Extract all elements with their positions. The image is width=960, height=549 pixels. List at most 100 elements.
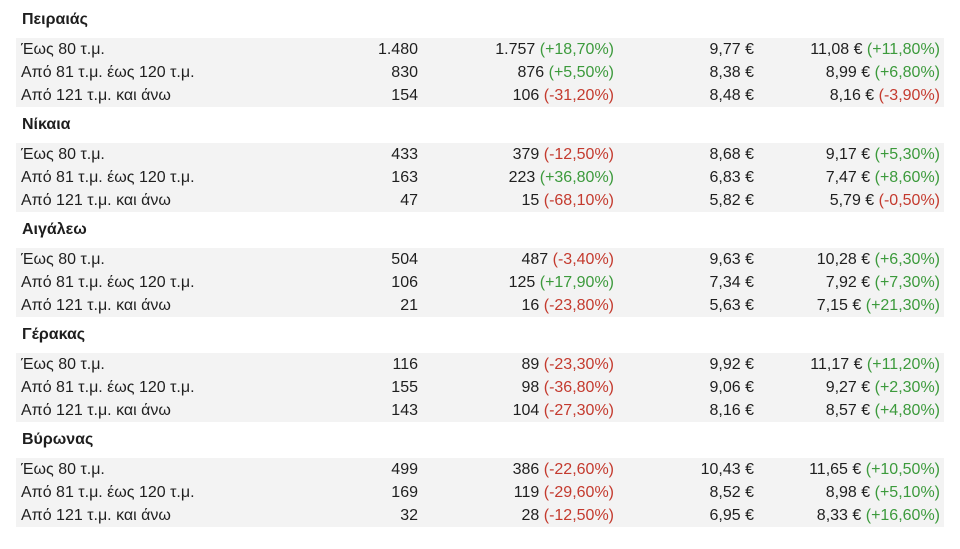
change-badge: (+5,50%) xyxy=(548,64,614,81)
area-group-gerakas: Γέρακας Έως 80 τ.μ. 116 89 (-23,30%) 9,9… xyxy=(0,317,960,422)
count-change-cell: 1.757 (+18,70%) xyxy=(495,38,614,61)
size-label: Έως 80 τ.μ. xyxy=(21,41,105,58)
change-badge: (-23,30%) xyxy=(543,356,614,373)
count-value: 32 xyxy=(400,507,418,524)
change-badge: (+11,20%) xyxy=(866,356,940,373)
table-row: Από 81 τ.μ. έως 120 τ.μ. 155 98 (-36,80%… xyxy=(16,376,944,399)
count-change-cell: 876 (+5,50%) xyxy=(517,61,614,84)
change-badge: (+16,60%) xyxy=(865,507,940,524)
area-group-nikaia: Νίκαια Έως 80 τ.μ. 433 379 (-12,50%) 8,6… xyxy=(0,107,960,212)
count-change-cell: 379 (-12,50%) xyxy=(513,143,614,166)
change-badge: (-27,30%) xyxy=(543,402,614,419)
size-label: Έως 80 τ.μ. xyxy=(21,251,105,268)
table-row: Από 81 τ.μ. έως 120 τ.μ. 106 125 (+17,90… xyxy=(16,271,944,294)
count-value: 876 xyxy=(517,64,545,81)
price-value: 6,83 € xyxy=(709,169,754,186)
count-value: 499 xyxy=(391,461,418,478)
price-change-cell: 9,27 € (+2,30%) xyxy=(826,376,940,399)
price-value: 8,99 € xyxy=(825,64,871,81)
size-label: Από 81 τ.μ. έως 120 τ.μ. xyxy=(21,274,195,291)
price-change-cell: 7,15 € (+21,30%) xyxy=(817,294,940,317)
change-badge: (+5,10%) xyxy=(874,484,940,501)
price-value: 7,15 € xyxy=(816,297,862,314)
price-value: 8,16 € xyxy=(709,402,754,419)
price-value: 11,17 € xyxy=(810,356,863,373)
change-badge: (+6,30%) xyxy=(874,251,940,268)
price-value: 9,63 € xyxy=(709,251,754,268)
count-value: 89 xyxy=(521,356,540,373)
area-title: Πειραιάς xyxy=(22,11,88,28)
count-value: 106 xyxy=(391,274,418,291)
count-value: 386 xyxy=(512,461,540,478)
count-change-cell: 106 (-31,20%) xyxy=(513,84,614,107)
price-change-cell: 11,65 € (+10,50%) xyxy=(809,458,940,481)
price-change-cell: 7,92 € (+7,30%) xyxy=(826,271,940,294)
area-title: Αιγάλεω xyxy=(22,221,87,238)
price-value: 8,16 € xyxy=(829,87,875,104)
count-change-cell: 16 (-23,80%) xyxy=(522,294,615,317)
table-row: Από 121 τ.μ. και άνω 154 106 (-31,20%) 8… xyxy=(16,84,944,107)
price-value: 5,82 € xyxy=(709,192,754,209)
price-value: 8,57 € xyxy=(825,402,871,419)
price-value: 11,08 € xyxy=(810,41,863,58)
area-group-aigaleo: Αιγάλεω Έως 80 τ.μ. 504 487 (-3,40%) 9,6… xyxy=(0,212,960,317)
area-title: Γέρακας xyxy=(22,326,86,343)
price-change-cell: 9,17 € (+5,30%) xyxy=(826,143,940,166)
price-change-cell: 8,98 € (+5,10%) xyxy=(826,481,940,504)
size-label: Από 121 τ.μ. και άνω xyxy=(21,402,171,419)
area-title: Βύρωνας xyxy=(22,431,94,448)
table-row: Από 81 τ.μ. έως 120 τ.μ. 169 119 (-29,60… xyxy=(16,481,944,504)
count-value: 830 xyxy=(391,64,418,81)
count-value: 223 xyxy=(508,169,536,186)
count-value: 104 xyxy=(512,402,540,419)
table-row: Από 81 τ.μ. έως 120 τ.μ. 163 223 (+36,80… xyxy=(16,166,944,189)
price-value: 8,48 € xyxy=(709,87,754,104)
price-value: 5,79 € xyxy=(829,192,875,209)
count-change-cell: 89 (-23,30%) xyxy=(522,353,615,376)
price-value: 7,47 € xyxy=(825,169,871,186)
change-badge: (+4,80%) xyxy=(874,402,940,419)
table-row: Έως 80 τ.μ. 116 89 (-23,30%) 9,92 € 11,1… xyxy=(16,353,944,376)
change-badge: (+5,30%) xyxy=(874,146,940,163)
count-value: 28 xyxy=(521,507,540,524)
area-title: Νίκαια xyxy=(22,116,71,133)
price-change-cell: 8,57 € (+4,80%) xyxy=(826,399,940,422)
count-value: 169 xyxy=(391,484,418,501)
change-badge: (+2,30%) xyxy=(874,379,940,396)
size-label: Από 121 τ.μ. και άνω xyxy=(21,87,171,104)
area-group-peiraias: Πειραιάς Έως 80 τ.μ. 1.480 1.757 (+18,70… xyxy=(0,2,960,107)
area-group-vyronas: Βύρωνας Έως 80 τ.μ. 499 386 (-22,60%) 10… xyxy=(0,422,960,527)
price-change-cell: 11,08 € (+11,80%) xyxy=(810,38,940,61)
size-label: Από 121 τ.μ. και άνω xyxy=(21,192,171,209)
change-badge: (-31,20%) xyxy=(543,87,614,104)
count-value: 98 xyxy=(521,379,540,396)
count-value: 125 xyxy=(508,274,536,291)
price-value: 7,34 € xyxy=(709,274,754,291)
price-value: 9,27 € xyxy=(825,379,871,396)
change-badge: (-12,50%) xyxy=(543,146,614,163)
change-badge: (+21,30%) xyxy=(865,297,940,314)
table-row: Από 121 τ.μ. και άνω 21 16 (-23,80%) 5,6… xyxy=(16,294,944,317)
table-row: Έως 80 τ.μ. 499 386 (-22,60%) 10,43 € 11… xyxy=(16,458,944,481)
count-change-cell: 386 (-22,60%) xyxy=(513,458,614,481)
price-change-cell: 8,33 € (+16,60%) xyxy=(817,504,940,527)
count-value: 379 xyxy=(512,146,540,163)
size-label: Από 81 τ.μ. έως 120 τ.μ. xyxy=(21,379,195,396)
size-label: Έως 80 τ.μ. xyxy=(21,461,105,478)
table-row: Από 121 τ.μ. και άνω 32 28 (-12,50%) 6,9… xyxy=(16,504,944,527)
count-change-cell: 15 (-68,10%) xyxy=(522,189,615,212)
change-badge: (-3,40%) xyxy=(552,251,614,268)
change-badge: (+7,30%) xyxy=(874,274,940,291)
price-value: 8,98 € xyxy=(825,484,871,501)
count-change-cell: 487 (-3,40%) xyxy=(521,248,614,271)
count-change-cell: 119 (-29,60%) xyxy=(514,481,614,504)
count-change-cell: 223 (+36,80%) xyxy=(509,166,614,189)
count-value: 119 xyxy=(513,484,540,501)
price-change-cell: 11,17 € (+11,20%) xyxy=(810,353,940,376)
size-label: Έως 80 τ.μ. xyxy=(21,146,105,163)
change-badge: (+11,80%) xyxy=(866,41,940,58)
count-value: 106 xyxy=(512,87,540,104)
price-value: 6,95 € xyxy=(709,507,754,524)
count-value: 154 xyxy=(391,87,418,104)
